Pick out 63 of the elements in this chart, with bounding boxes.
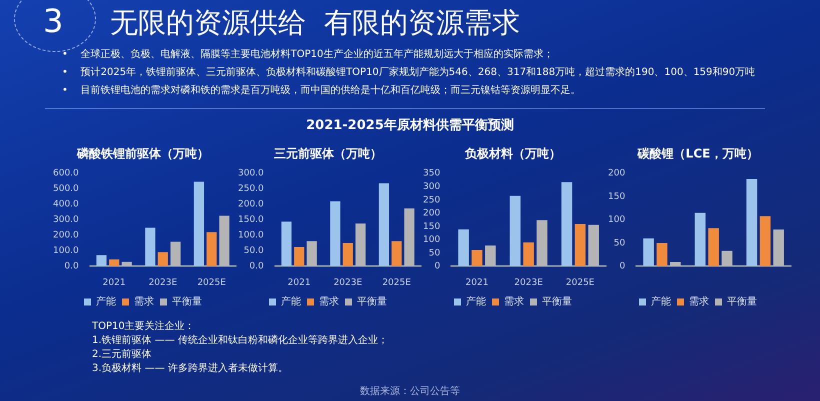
y-tick-label: 150.0 — [238, 215, 264, 226]
text: 2021-2025年原材料供需平衡预测 — [305, 117, 515, 134]
y-tick-label: 600.0 — [53, 168, 80, 179]
y-tick-label: 250.0 — [238, 184, 264, 194]
legend-label: 产能 — [96, 296, 116, 308]
y-tick-label: 300.0 — [53, 215, 80, 226]
y-tick-label: 100 — [422, 235, 440, 246]
y-tick-label: 350 — [422, 168, 440, 179]
y-tick-label: 0.0 — [249, 262, 264, 272]
x-tick-label: 2025E — [197, 278, 226, 288]
text: • 目前铁锂电池的需求对磷和铁的需求是百万吨级，而中国的供给是十亿和百亿吨级；而三元镍钴等资源明显不足。 — [62, 84, 582, 98]
chart-title: 负极材料（万吨） — [464, 146, 561, 160]
x-tick-label: 2021 — [466, 278, 488, 288]
y-tick-label: 300 — [422, 182, 440, 192]
y-tick-label: 150 — [608, 192, 626, 202]
y-tick-label: 300.0 — [238, 168, 264, 179]
y-tick-label: 400.0 — [53, 200, 80, 210]
text: • 全球正极、负极、电解液、隔膜等主要电池材料TOP10生产企业的近五年产能规划远大于相应的实际需求； — [62, 48, 554, 62]
y-tick-label: 100.0 — [238, 230, 264, 241]
x-tick-label: 2023E — [514, 278, 544, 288]
legend-label: 需求 — [689, 296, 709, 308]
y-tick-label: 200 — [608, 168, 626, 179]
text: 3.负极材料 —— 许多跨界进入者未做计算。 — [92, 362, 289, 376]
x-tick-label: 2023E — [334, 278, 362, 288]
chart-title: 磷酸铁锂前驱体（万吨） — [76, 146, 209, 160]
legend-label: 产能 — [281, 296, 301, 308]
chart-title: 三元前驱体（万吨） — [274, 146, 382, 160]
y-tick-label: 0.0 — [64, 262, 80, 272]
x-tick-label: 2025E — [566, 278, 595, 288]
chart-title: 碳酸锂（LCE，万吨） — [636, 146, 758, 160]
legend-label: 平衡量 — [542, 296, 572, 308]
y-tick-label: 50 — [428, 248, 440, 258]
x-tick-label: 2021 — [288, 278, 311, 288]
text: 3 — [43, 2, 64, 40]
text: TOP10主要关注企业： — [92, 320, 196, 334]
y-tick-label: 100 — [608, 215, 626, 226]
y-tick-label: 100.0 — [53, 246, 80, 256]
legend-label: 需求 — [504, 296, 524, 308]
x-tick-label: 2021 — [102, 278, 126, 288]
legend-label: 产能 — [466, 296, 486, 308]
legend-label: 产能 — [651, 296, 671, 308]
text: 无限的资源供给 有限的资源需求 — [110, 5, 520, 41]
y-tick-label: 200.0 — [53, 230, 80, 241]
y-tick-label: 200 — [422, 208, 440, 219]
legend-label: 需求 — [134, 296, 154, 308]
y-tick-label: 150 — [422, 222, 440, 232]
legend-label: 平衡量 — [727, 296, 757, 308]
legend-label: 平衡量 — [172, 296, 202, 308]
y-tick-label: 50 — [614, 238, 626, 248]
text: 2.三元前驱体 — [92, 348, 153, 362]
y-tick-label: 0 — [619, 262, 626, 272]
y-tick-label: 50.0 — [244, 246, 264, 256]
y-tick-label: 250 — [422, 195, 440, 206]
text: 1.铁锂前驱体 —— 传统企业和钛白粉和磷化企业等跨界进入企业； — [92, 334, 388, 348]
y-tick-label: 0 — [434, 262, 440, 272]
text: • 预计2025年，铁锂前驱体、三元前驱体、负极材料和碳酸锂TOP10厂家规划产能为546、268、317和188万吨，超过需求的190、100、159和90万吨 — [62, 66, 756, 80]
source-note: 数据来源：公司公告等 — [359, 384, 461, 398]
legend-label: 平衡量 — [357, 296, 387, 308]
x-tick-label: 2025E — [382, 278, 412, 288]
y-tick-label: 500.0 — [53, 184, 80, 194]
x-tick-label: 2023E — [148, 278, 178, 288]
legend-label: 需求 — [319, 296, 339, 308]
y-tick-label: 200.0 — [238, 200, 264, 210]
